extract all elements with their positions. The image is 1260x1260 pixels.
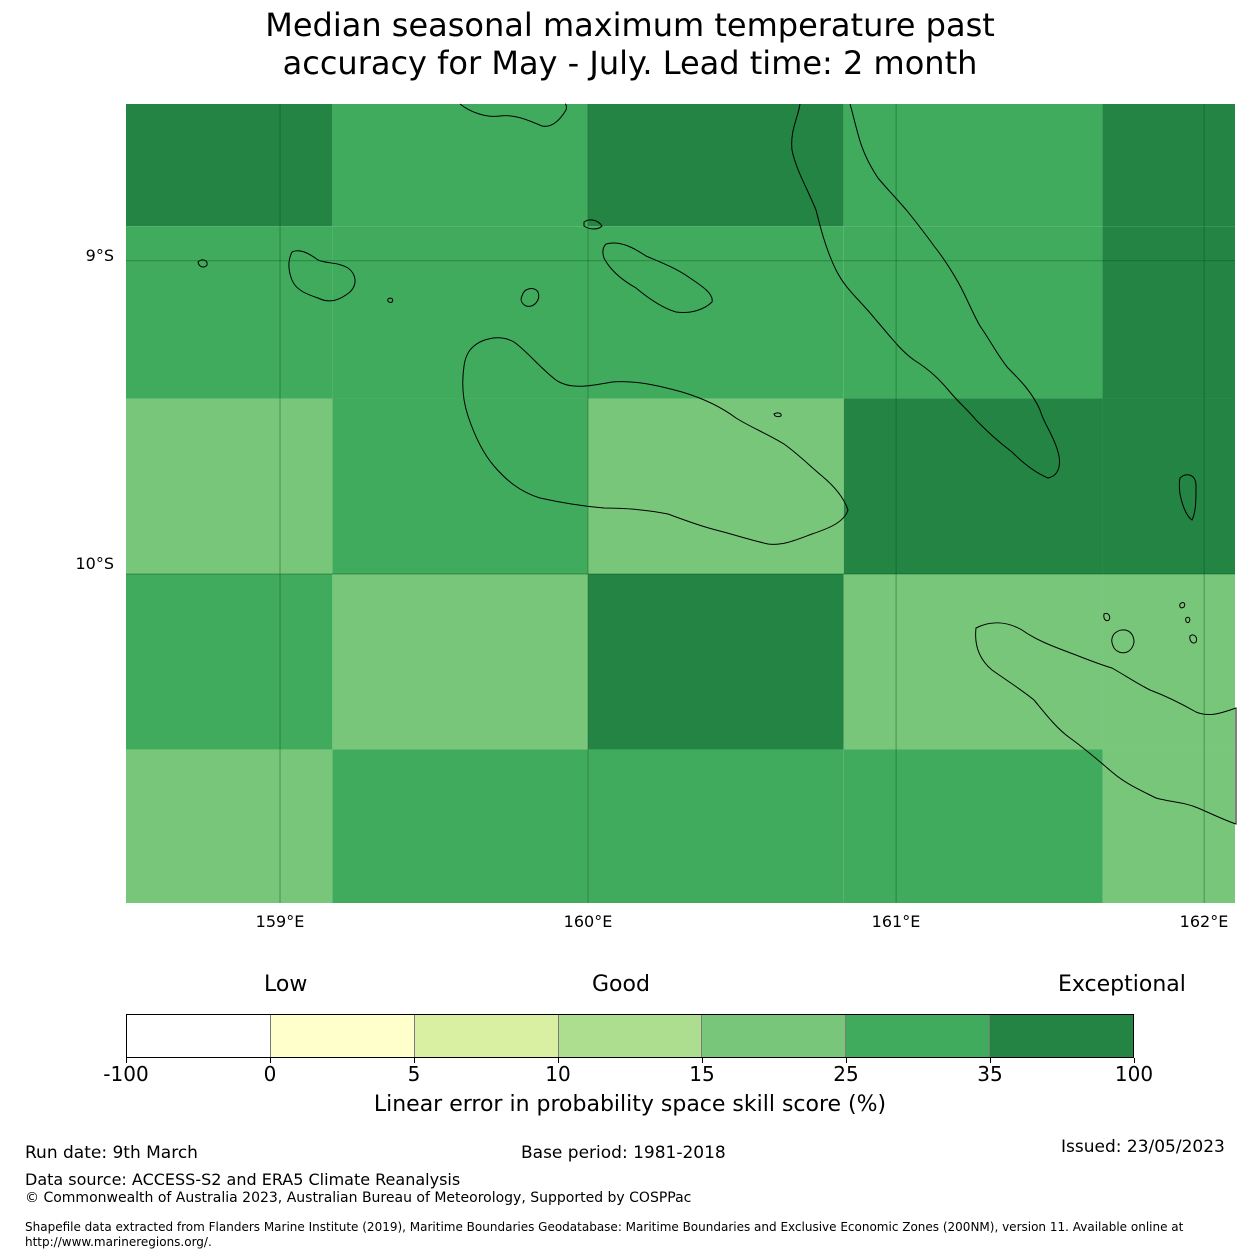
shapefile-credit: Shapefile data extracted from Flanders M… [25,1220,1184,1249]
map-cell-14 [1102,398,1235,574]
map-cell-21 [332,749,589,903]
coastline-makira-islet-4 [1185,616,1191,624]
coastline-east-islet [1178,474,1197,521]
colorbar-tick-label: 15 [689,1062,715,1086]
colorbar-tick-mark [701,1058,703,1063]
colorbar-tick-label: -100 [103,1062,149,1086]
map-cell-23 [843,749,1103,903]
map-title-line-2: accuracy for May - July. Lead time: 2 mo… [282,44,978,82]
colorbar-tick-label: 35 [977,1062,1003,1086]
map-cell-11 [332,398,589,574]
lon-label-162e: 162°E [1179,912,1229,931]
coastline-top-fragment [459,103,567,127]
colorbar-tick-label: 100 [1114,1062,1154,1086]
colorbar-segment-3 [558,1015,703,1057]
copyright: © Commonwealth of Australia 2023, Austra… [25,1190,692,1206]
colorbar-tick-mark [557,1058,559,1063]
colorbar-tick-label: 25 [833,1062,859,1086]
base-period: Base period: 1981-2018 [521,1143,726,1163]
issued-date: Issued: 23/05/2023 [1061,1137,1225,1157]
map-cell-15 [126,574,333,750]
coastlines [197,103,1237,825]
coastline-round-island [520,288,540,307]
colorbar-segment-1 [270,1015,415,1057]
map-cell-7 [588,226,844,399]
colorbar-label: Linear error in probability space skill … [373,1092,887,1117]
map-cell-9 [1102,226,1235,399]
coastline-florida-islands [288,250,356,302]
coastline-guadalcanal [462,337,849,545]
map-cell-10 [126,398,333,574]
map-cell-2 [588,104,844,227]
map-cells [126,104,1235,903]
colorbar-segment-0 [127,1015,271,1057]
coastline-islet-3 [583,219,603,230]
coastline-makira [975,622,1237,825]
legend-category-good: Good [592,972,650,997]
map-title-line-1: Median seasonal maximum temperature past [265,6,995,44]
map-cell-6 [332,226,589,399]
coastline-makira-islet-3 [1179,602,1186,609]
gridlines [126,104,1235,903]
colorbar-tick-label: 0 [263,1062,277,1086]
coastline-north-island [791,103,1061,479]
map-title: Median seasonal maximum temperature past… [0,6,1260,82]
map-cell-1 [332,104,589,227]
colorbar-tick-mark [1133,1058,1135,1063]
coastline-makira-islet-1 [1111,629,1135,654]
map-cell-19 [1102,574,1235,750]
coastline-islet-2 [387,297,394,303]
map-cell-17 [588,574,844,750]
map-cell-22 [588,749,844,903]
legend-category-low: Low [264,972,308,997]
coastline-makira-islet-2 [1103,613,1111,622]
map-cell-18 [843,574,1103,750]
coastline-makira-islet-5 [1189,634,1197,644]
map-cell-20 [126,749,333,903]
lat-label-10s: 10°S [75,554,114,573]
run-date: Run date: 9th March [25,1143,198,1163]
lat-label-9s: 9°S [85,246,114,265]
colorbar-tick-mark [125,1058,127,1063]
map-cell-4 [1102,104,1235,227]
map-cell-3 [843,104,1103,227]
colorbar-segment-5 [846,1015,991,1057]
colorbar-segment-4 [702,1015,847,1057]
map-cell-0 [126,104,333,227]
map-cell-5 [126,226,333,399]
lon-label-159e: 159°E [255,912,305,931]
lon-label-161e: 161°E [871,912,921,931]
colorbar-segment-2 [414,1015,559,1057]
legend-category-exceptional: Exceptional [1058,972,1186,997]
colorbar-tick-label: 10 [545,1062,571,1086]
colorbar-tick-mark [845,1058,847,1063]
coastline-central-island [602,242,713,313]
colorbar-tick-mark [989,1058,991,1063]
colorbar-tick-mark [413,1058,415,1063]
colorbar-tick-label: 5 [407,1062,421,1086]
map-cell-24 [1102,749,1235,903]
map-cell-16 [332,574,589,750]
data-source: Data source: ACCESS-S2 and ERA5 Climate … [25,1170,461,1189]
coastline-islet-1 [197,259,208,268]
skill-score-map [126,103,1237,903]
colorbar-tick-mark [269,1058,271,1063]
coastline-islet-4 [773,412,782,418]
map-cell-12 [588,398,844,574]
lon-label-160e: 160°E [563,912,613,931]
colorbar-segment-6 [990,1015,1134,1057]
map-cell-13 [843,398,1103,574]
colorbar [126,1014,1134,1058]
